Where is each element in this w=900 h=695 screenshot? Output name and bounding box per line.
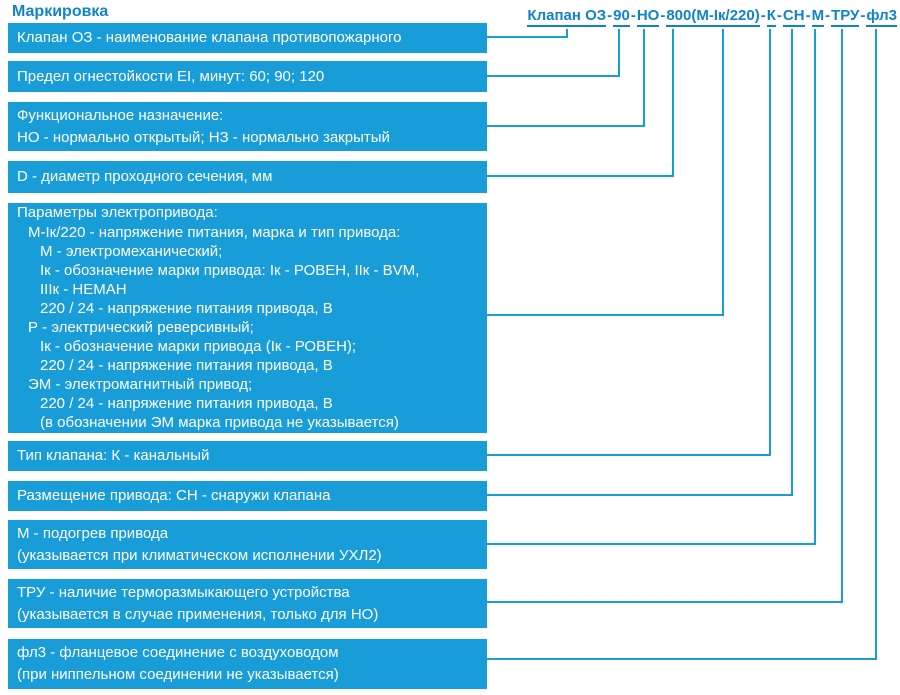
legend-box-text: D - диаметр проходного сечения, мм [17,168,273,185]
connector-line-fire-resistance [487,29,620,77]
connector-line-actuator-parameters [487,29,724,316]
legend-box-text: НО - нормально открытый; НЗ - нормально … [17,128,390,146]
connector-line-flange-connection [487,29,877,660]
formula-segment-4: 800(М-Iк/220) [666,7,760,27]
formula-segment-5: К [766,7,776,27]
legend-box-text: Клапан ОЗ - наименование клапана противо… [17,29,402,46]
legend-box-text: IIIк - НЕМАН [40,280,127,298]
legend-box-text: 220 / 24 - напряжение питания привода, В [40,395,333,413]
formula-segment-3: НО [636,7,660,27]
formula-separator: - [760,7,766,24]
connector-line-actuator-heating [487,29,816,545]
legend-box-text: (в обозначении ЭМ марка привода не указы… [40,414,399,432]
legend-box-text: М - подогрев привода [17,524,169,542]
formula-separator: - [805,7,811,24]
legend-box-text: Тип клапана: К - канальный [17,447,210,464]
connector-line-diameter [487,29,674,177]
legend-box-text: фл3 - фланцевое соединение с воздуховодо… [17,644,339,661]
legend-box-thermal-release-device: ТРУ - наличие терморазмыкающего устройст… [8,579,487,628]
connector-line-valve-name [487,29,568,38]
formula-separator: - [776,7,782,24]
legend-box-text: (указывается при климатическом исполнени… [17,546,382,564]
marking-formula: Клапан ОЗ-90-НО-800(М-Iк/220)-К-СН-М-ТРУ… [527,7,897,27]
legend-box-text: (при ниппельном соединении не указываетс… [17,666,339,683]
legend-box-valve-name: Клапан ОЗ - наименование клапана противо… [8,23,487,53]
legend-box-actuator-heating: М - подогрев привода (указывается при кли… [8,520,487,569]
connector-line-valve-type [487,29,771,456]
legend-box-actuator-parameters: Параметры электропривода: М-Iк/220 - напр… [8,203,487,433]
formula-segment-9: фл3 [866,7,897,27]
formula-segment-2: 90 [613,7,630,27]
formula-separator: - [660,7,666,24]
legend-box-functional-purpose: Функциональное назначение: НО - нормально… [8,102,487,151]
connector-line-actuator-placement [487,29,793,496]
connector-line-thermal-release-device [487,29,843,603]
legend-box-diameter: D - диаметр проходного сечения, мм [8,161,487,193]
legend-box-text: М-Iк/220 - напряжение питания, марка и т… [28,223,401,241]
formula-separator: - [630,7,636,24]
formula-separator: - [825,7,831,24]
formula-separator: - [607,7,613,24]
legend-box-text: Функциональное назначение: [17,106,224,124]
formula-segment-7: М [811,7,825,27]
legend-box-text: (указывается в случае применения, только… [17,605,379,623]
formula-segment-1: Клапан ОЗ [527,7,607,27]
legend-box-text: ТРУ - наличие терморазмыкающего устройст… [17,583,350,601]
page-title: Маркировка [12,3,109,20]
legend-box-text: Размещение привода: СН - снаружи клапана [17,487,331,504]
legend-box-actuator-placement: Размещение привода: СН - снаружи клапана [8,481,487,511]
legend-box-text: М - электромеханический; [40,242,223,260]
legend-box-fire-resistance: Предел огнестойкости EI, минут: 60; 90; … [8,61,487,92]
legend-box-text: ЭМ - электромагнитный привод; [28,376,253,394]
connector-line-functional-purpose [487,29,645,127]
formula-segment-6: СН [782,7,805,27]
legend-box-text: Р - электрический реверсивный; [28,319,254,336]
formula-segment-8: ТРУ [831,7,860,27]
formula-separator: - [860,7,866,24]
legend-box-text: 220 / 24 - напряжение питания привода, В [40,299,333,317]
legend-box-text: Iк - обозначение марки привода: Iк - РОВ… [40,261,420,279]
legend-box-text: Параметры электропривода: [17,204,218,222]
legend-box-text: Предел огнестойкости EI, минут: 60; 90; … [17,67,325,85]
legend-box-text: 220 / 24 - напряжение питания привода, В [40,357,333,375]
legend-box-flange-connection: фл3 - фланцевое соединение с воздуховодо… [8,639,487,689]
legend-box-valve-type: Тип клапана: К - канальный [8,441,487,471]
legend-box-text: Iк - обозначение марки привода (Iк - РОВ… [40,338,357,356]
